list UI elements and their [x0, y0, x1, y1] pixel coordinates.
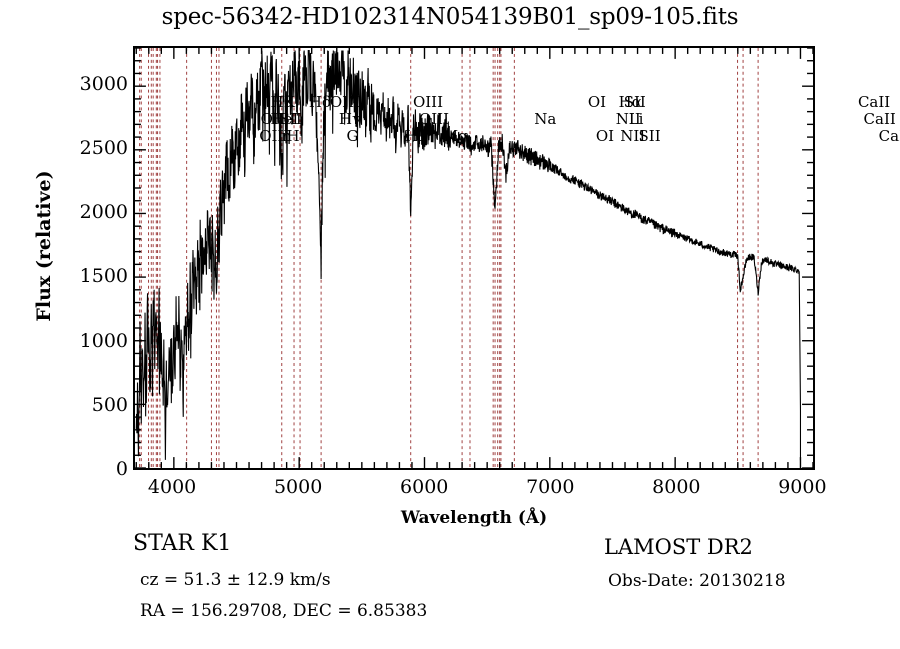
y-tick-label: 2000	[79, 201, 128, 224]
y-tick-label: 1000	[79, 329, 128, 352]
x-tick-label: 5000	[273, 476, 323, 498]
y-axis-title: Flux (relative)	[33, 170, 55, 322]
spectral-line-label: CaII	[857, 93, 891, 111]
radial-velocity-text: cz = 51.3 ± 12.9 km/s	[140, 570, 331, 590]
spectral-line-label: CaII	[863, 110, 896, 128]
spectrum-plot	[135, 48, 813, 468]
y-tick-label: 3000	[79, 72, 128, 95]
x-axis-title: Wavelength (Å)	[400, 508, 548, 528]
y-tick-label: 0	[115, 458, 128, 480]
y-tick-label: 2500	[79, 136, 128, 159]
axis-ticks	[135, 48, 813, 468]
y-tick-label: 500	[91, 393, 128, 416]
x-tick-label: 8000	[652, 476, 701, 498]
y-tick-label: 1500	[79, 265, 128, 288]
x-tick-label: 7000	[526, 476, 575, 498]
survey-name-text: LAMOST DR2	[604, 535, 753, 559]
page-title: spec-56342-HD102314N054139B01_sp09-105.f…	[161, 4, 739, 30]
coordinates-text: RA = 156.29708, DEC = 6.85383	[140, 601, 428, 621]
plot-area: OII OIII Hθ HeI η K SII H Hδ OIII Hγ G Hβ OIII OIII Mg N…	[133, 46, 900, 470]
object-class-text: STAR K1	[133, 531, 232, 556]
x-tick-label: 4000	[147, 476, 197, 498]
x-tick-label: 6000	[400, 476, 449, 498]
spectral-line-label: CaII	[878, 127, 900, 145]
y-axis-tick-labels: 0 500 1000 1500 2000 2500 3000	[28, 46, 128, 478]
spectrum-trace	[135, 50, 802, 461]
x-axis-tick-labels: 4000 5000 6000 7000 8000 9000	[133, 476, 827, 504]
spectral-line-markers	[139, 48, 759, 468]
x-tick-label: 9000	[778, 476, 827, 498]
obs-date-text: Obs-Date: 20130218	[608, 571, 786, 591]
